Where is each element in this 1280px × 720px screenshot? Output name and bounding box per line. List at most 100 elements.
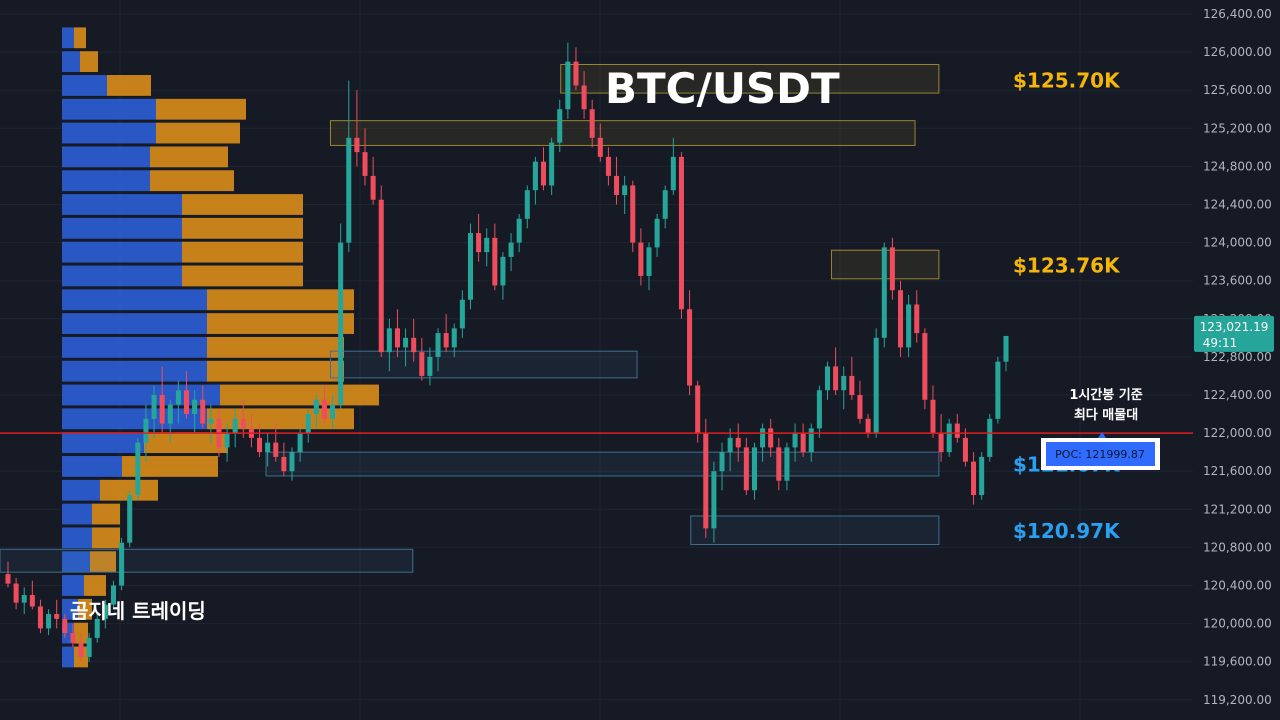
- candle[interactable]: [192, 390, 198, 434]
- candle[interactable]: [159, 366, 165, 434]
- candle[interactable]: [914, 290, 920, 343]
- candle[interactable]: [638, 228, 644, 286]
- candle[interactable]: [305, 409, 311, 443]
- candle[interactable]: [979, 452, 985, 500]
- candle[interactable]: [889, 237, 895, 300]
- candle[interactable]: [711, 461, 717, 543]
- candle[interactable]: [662, 185, 668, 229]
- candle[interactable]: [370, 156, 376, 205]
- candle[interactable]: [321, 385, 327, 424]
- candle[interactable]: [614, 156, 620, 205]
- candle[interactable]: [898, 280, 904, 357]
- candle[interactable]: [849, 356, 855, 400]
- candle[interactable]: [119, 537, 125, 591]
- candle[interactable]: [800, 423, 806, 457]
- candle[interactable]: [411, 318, 417, 362]
- candle[interactable]: [459, 290, 465, 338]
- candle[interactable]: [476, 214, 482, 262]
- candle[interactable]: [102, 599, 108, 629]
- candle[interactable]: [151, 385, 157, 438]
- candle[interactable]: [865, 414, 871, 438]
- candle[interactable]: [646, 242, 652, 291]
- candle[interactable]: [833, 347, 839, 395]
- candle[interactable]: [13, 577, 19, 610]
- candle[interactable]: [524, 185, 530, 229]
- candle[interactable]: [78, 633, 84, 662]
- candle[interactable]: [760, 423, 766, 462]
- candle[interactable]: [678, 152, 684, 319]
- candle[interactable]: [589, 99, 595, 148]
- candle[interactable]: [94, 614, 100, 643]
- candle[interactable]: [37, 599, 43, 634]
- candle[interactable]: [743, 437, 749, 496]
- candle[interactable]: [451, 323, 457, 357]
- candle[interactable]: [508, 233, 514, 272]
- candle[interactable]: [816, 385, 822, 438]
- candle[interactable]: [232, 409, 238, 448]
- candle[interactable]: [86, 633, 92, 662]
- candle[interactable]: [881, 242, 887, 348]
- candle[interactable]: [224, 423, 230, 462]
- candle[interactable]: [906, 294, 912, 357]
- candle[interactable]: [654, 214, 660, 257]
- candle[interactable]: [719, 442, 725, 491]
- candle[interactable]: [289, 447, 295, 481]
- candle[interactable]: [565, 42, 571, 119]
- candle[interactable]: [419, 337, 425, 381]
- candle[interactable]: [670, 137, 676, 195]
- candle[interactable]: [62, 614, 68, 638]
- candle[interactable]: [751, 442, 757, 500]
- candle[interactable]: [346, 80, 352, 253]
- candle[interactable]: [695, 380, 701, 443]
- candle[interactable]: [557, 99, 563, 153]
- candle[interactable]: [330, 395, 336, 429]
- candle[interactable]: [386, 318, 392, 372]
- candle[interactable]: [946, 418, 952, 457]
- candle[interactable]: [808, 423, 814, 462]
- candle[interactable]: [532, 156, 538, 205]
- candle[interactable]: [841, 366, 847, 410]
- candle[interactable]: [135, 437, 141, 500]
- candle[interactable]: [776, 437, 782, 491]
- candle[interactable]: [962, 428, 968, 467]
- candle[interactable]: [971, 452, 977, 505]
- candle[interactable]: [995, 356, 1001, 424]
- candle[interactable]: [784, 442, 790, 491]
- candle[interactable]: [1003, 335, 1009, 372]
- price-axis[interactable]: 126,400.00 126,000.00 125,600.00 125,200.00…: [1203, 7, 1272, 707]
- candle[interactable]: [427, 347, 433, 386]
- candle[interactable]: [362, 128, 368, 186]
- candle[interactable]: [403, 328, 409, 367]
- candle[interactable]: [21, 587, 27, 615]
- candle[interactable]: [954, 414, 960, 443]
- candle[interactable]: [727, 428, 733, 472]
- candle[interactable]: [540, 147, 547, 191]
- candle[interactable]: [110, 580, 116, 610]
- candle[interactable]: [313, 395, 319, 429]
- candle[interactable]: [500, 252, 506, 300]
- candlesticks[interactable]: [5, 42, 1009, 662]
- candle[interactable]: [265, 433, 271, 467]
- candle[interactable]: [240, 399, 246, 438]
- candle[interactable]: [183, 371, 190, 419]
- candle[interactable]: [200, 385, 206, 429]
- candle[interactable]: [394, 309, 400, 357]
- candle[interactable]: [46, 609, 52, 636]
- candle[interactable]: [467, 223, 474, 310]
- candle[interactable]: [443, 314, 449, 353]
- candle[interactable]: [605, 147, 611, 186]
- candle[interactable]: [297, 428, 303, 462]
- candle[interactable]: [549, 137, 555, 195]
- candle[interactable]: [70, 623, 76, 648]
- candle[interactable]: [127, 490, 133, 548]
- candle[interactable]: [54, 599, 60, 629]
- candle[interactable]: [208, 404, 214, 443]
- candle[interactable]: [922, 328, 928, 410]
- candle[interactable]: [338, 223, 344, 410]
- candle[interactable]: [792, 423, 798, 462]
- candle[interactable]: [597, 123, 603, 162]
- candle[interactable]: [257, 423, 263, 457]
- candle[interactable]: [581, 71, 587, 119]
- candle[interactable]: [175, 380, 181, 424]
- candle[interactable]: [938, 414, 944, 462]
